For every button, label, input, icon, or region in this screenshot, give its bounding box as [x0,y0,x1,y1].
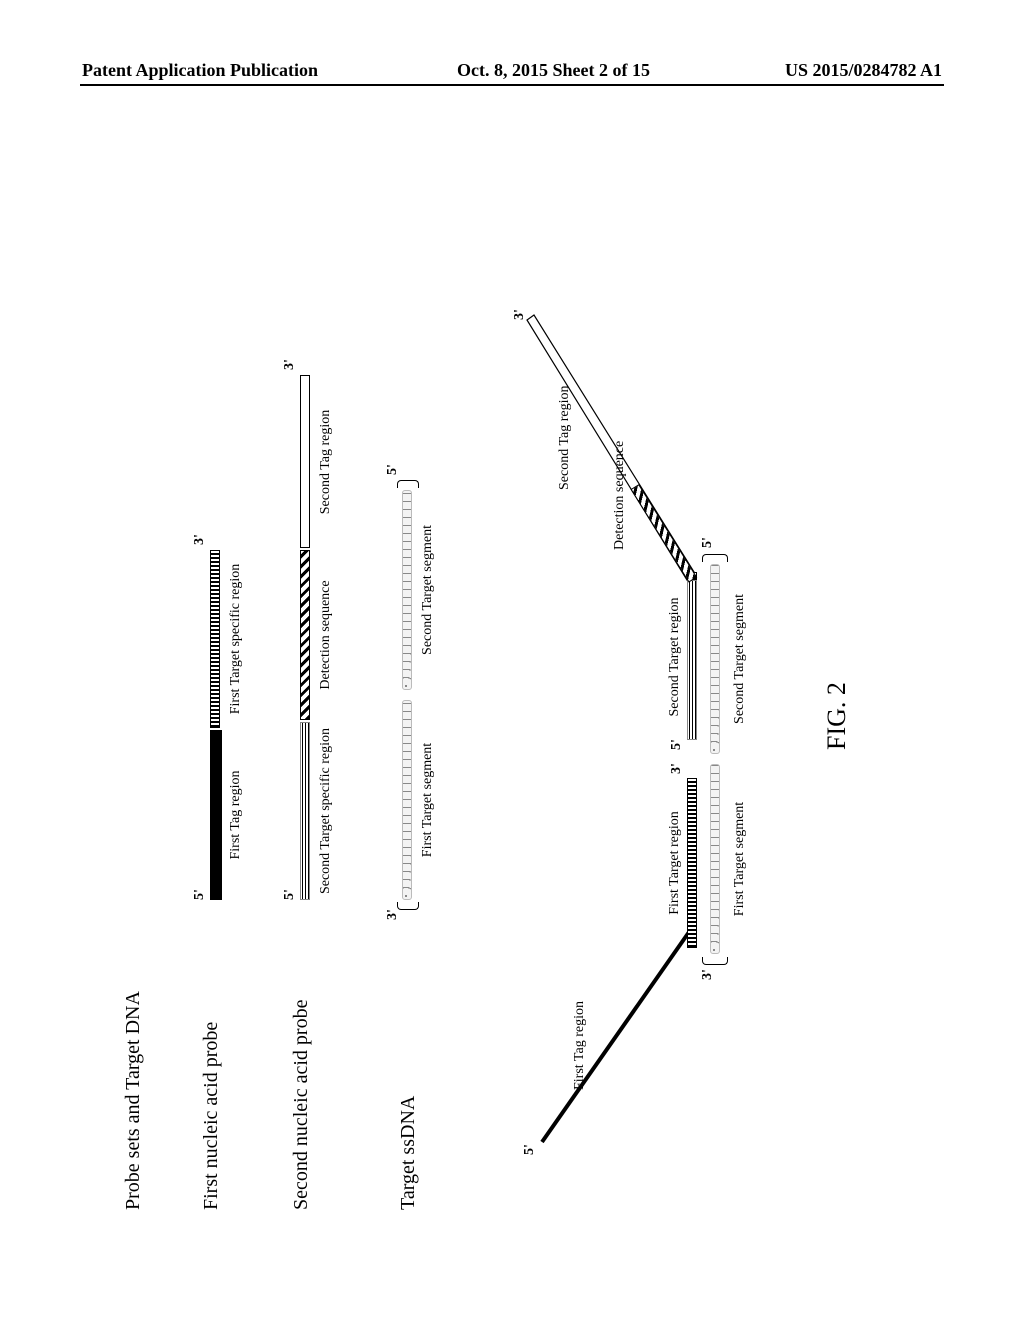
tick-3-p2: 3' [282,359,298,370]
tick-3-lower-target: 3' [700,969,716,980]
figure-wrap: Probe sets and Target DNA First nucleic … [0,120,1024,1280]
lbl-first-target-region: First Target region [667,811,683,915]
lbl-detection-seq-2: Detection sequence [612,441,628,550]
tick-5-lower-left: 5' [522,1144,538,1155]
lower-second-target-region-bar [687,580,697,740]
header-right: US 2015/0284782 A1 [785,60,942,81]
tick-5-p1: 5' [192,889,208,900]
target-brace-right [397,480,419,488]
lbl-first-tag-region-2: First Tag region [572,1001,588,1090]
target-seg1-bar [402,700,412,900]
figure-title: Probe sets and Target DNA [122,991,145,1210]
lbl-first-tsr: First Target specific region [228,564,244,715]
lbl-first-target-segment-2: First Target segment [732,802,748,916]
lower-brace-left [702,957,728,965]
probe2-tag2-bar [300,375,310,548]
probe1-tsr-bar [210,550,220,728]
row-label-probe2: Second nucleic acid probe [290,1000,313,1210]
probe1-tag-bar [210,730,222,900]
lbl-second-tag-region-2: Second Tag region [557,385,573,490]
lower-target-seg2 [710,564,720,754]
probe2-det-bar [300,550,310,720]
tick-5-t: 5' [385,464,401,475]
row-label-target: Target ssDNA [397,1096,420,1210]
header-left: Patent Application Publication [82,60,318,81]
lbl-first-tag-region-1: First Tag region [228,771,244,860]
row-label-probe1: First nucleic acid probe [200,1022,223,1210]
lower-brace-right [702,554,728,562]
header-rule [80,84,944,86]
figure-stage: Probe sets and Target DNA First nucleic … [102,150,922,1250]
figure-caption: FIG. 2 [822,682,852,750]
lower-first-tag-line [540,928,692,1143]
lbl-second-tsr: Second Target specific region [318,728,334,894]
target-seg2-bar [402,490,412,690]
lbl-second-target-segment-1: Second Target segment [420,525,436,655]
lbl-second-tag-region-1: Second Tag region [318,410,334,515]
probe2-tsr-bar [300,722,310,900]
lower-target-seg1 [710,764,720,954]
lower-first-target-region-bar [687,778,697,948]
lbl-second-target-region: Second Target region [667,597,683,716]
lower-det-diag [662,490,702,580]
tick-5-lower-target: 5' [700,537,716,548]
target-brace-left [397,902,419,910]
tick-3-t: 3' [385,909,401,920]
header-mid: Oct. 8, 2015 Sheet 2 of 15 [457,60,650,81]
tick-3-mid-left: 3' [669,763,685,774]
tick-5-mid-right: 5' [669,739,685,750]
lbl-second-target-segment-2: Second Target segment [732,594,748,724]
page: Patent Application Publication Oct. 8, 2… [0,0,1024,1320]
lbl-detection-seq-1: Detection sequence [318,580,334,689]
tick-3-p1: 3' [192,534,208,545]
lbl-first-target-segment-1: First Target segment [420,743,436,857]
tick-5-p2: 5' [282,889,298,900]
